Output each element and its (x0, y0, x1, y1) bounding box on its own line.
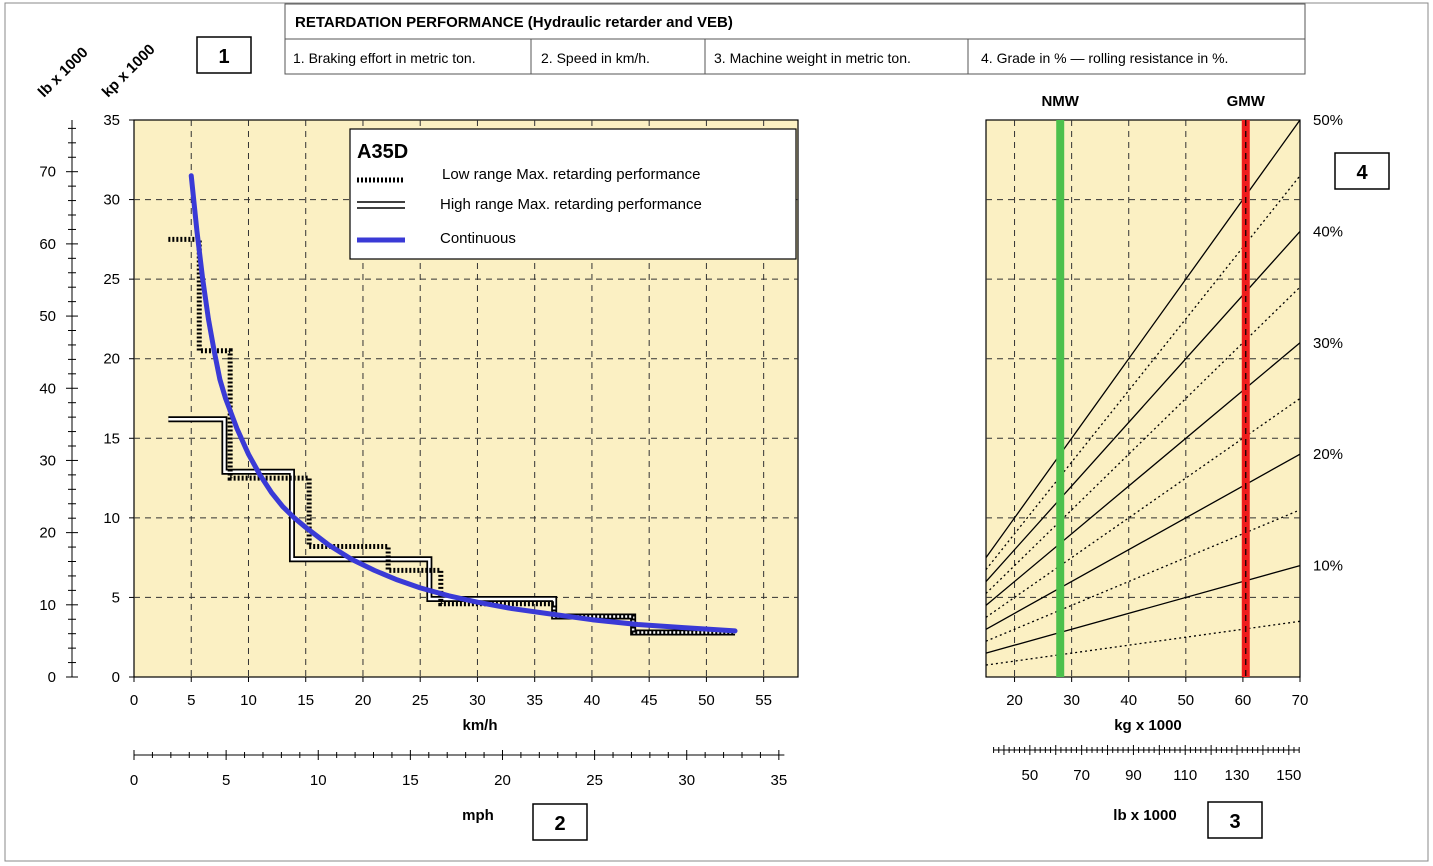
right-x-tick-5: 70 (1292, 692, 1309, 709)
left-x-tick-1: 5 (187, 692, 195, 709)
mph-tick-7: 35 (771, 772, 788, 789)
svg-text:1: 1 (218, 46, 229, 68)
right-x-tick-2: 40 (1120, 692, 1137, 709)
grade-label-50: 50% (1313, 112, 1343, 129)
left-series (168, 173, 738, 636)
right-lb-tick-3: 110 (1173, 767, 1197, 784)
grade-label-10: 10% (1313, 558, 1343, 575)
right-lb-axis: 50 70 90 110 130 150 (993, 745, 1301, 784)
grade-label-40: 40% (1313, 223, 1343, 240)
header-box: RETARDATION PERFORMANCE (Hydraulic retar… (284, 3, 1306, 75)
left-x-tick-4: 20 (355, 692, 372, 709)
lb-axis-tick-4: 40 (39, 380, 56, 397)
left-x-tick-5: 25 (412, 692, 429, 709)
lb-axis-tick-1: 10 (39, 597, 56, 614)
header-title: RETARDATION PERFORMANCE (Hydraulic retar… (295, 14, 733, 31)
left-x-tick-6: 30 (469, 692, 486, 709)
mph-tick-6: 30 (678, 772, 695, 789)
right-lb-label: lb x 1000 (1113, 807, 1176, 824)
lb-axis-tick-7: 70 (39, 164, 56, 181)
lb-axis-tick-2: 20 (39, 525, 56, 542)
right-plot-area (985, 119, 1301, 678)
right-lb-tick-1: 70 (1073, 767, 1090, 784)
left-y-tick-4: 20 (103, 351, 120, 368)
svg-text:3: 3 (1229, 811, 1240, 833)
lb-axis-tick-0: 0 (48, 669, 56, 686)
left-x-ticks: 0 5 10 15 20 25 30 35 40 45 50 55 (130, 677, 772, 709)
header-item-2: 2. Speed in km/h. (541, 50, 650, 66)
legend: A35D Low range Max. retarding performanc… (349, 128, 797, 260)
right-markers: NMW GMW (1041, 93, 1266, 677)
lb-axis-tick-6: 60 (39, 236, 56, 253)
left-y-tick-5: 25 (103, 271, 120, 288)
right-x-tick-1: 30 (1063, 692, 1080, 709)
left-y-tick-1: 5 (112, 589, 120, 606)
legend-title: A35D (357, 141, 408, 163)
lb-axis-tick-5: 50 (39, 308, 56, 325)
left-y-tick-3: 15 (103, 430, 120, 447)
mph-axis: 0 5 10 15 20 25 30 35 (130, 750, 787, 789)
header-item-4: 4. Grade in % — rolling resistance in %. (981, 50, 1228, 66)
mph-tick-5: 25 (586, 772, 603, 789)
series-continuous (188, 173, 738, 634)
legend-label-low: Low range Max. retarding performance (442, 166, 700, 183)
box-1: 1 (196, 36, 252, 74)
box-3: 3 (1207, 801, 1263, 839)
left-x-tick-9: 45 (641, 692, 658, 709)
left-x-tick-3: 15 (297, 692, 314, 709)
header-item-3: 3. Machine weight in metric ton. (714, 50, 911, 66)
marker-label-nmw: NMW (1041, 93, 1079, 110)
right-lb-tick-0: 50 (1022, 767, 1039, 784)
left-grid (134, 120, 798, 677)
right-lb-tick-2: 90 (1125, 767, 1142, 784)
grade-line-15 (985, 509, 1301, 642)
left-x-tick-8: 40 (584, 692, 601, 709)
header-item-1: 1. Braking effort in metric ton. (293, 50, 476, 66)
grade-line-25 (985, 397, 1301, 618)
mph-label: mph (462, 807, 494, 824)
left-x-tick-11: 55 (755, 692, 772, 709)
mph-tick-4: 20 (494, 772, 511, 789)
right-x-tick-4: 60 (1235, 692, 1252, 709)
left-x-tick-7: 35 (526, 692, 543, 709)
left-lb-axis: 0 10 20 30 40 50 60 70 (39, 120, 78, 686)
right-x-tick-0: 20 (1006, 692, 1023, 709)
left-y-ticks: 0 5 10 15 20 25 30 35 (103, 112, 134, 686)
right-x-tick-3: 50 (1177, 692, 1194, 709)
box-2: 2 (532, 803, 588, 841)
right-lb-tick-5: 150 (1276, 767, 1301, 784)
mph-tick-1: 5 (222, 772, 230, 789)
left-x-tick-10: 50 (698, 692, 715, 709)
left-x-tick-2: 10 (240, 692, 257, 709)
right-panel: NMW GMW 20 30 40 50 60 70 10% 20% 30% 40% 50% kg x… (985, 93, 1343, 824)
grade-label-30: 30% (1313, 335, 1343, 352)
left-x-tick-0: 0 (130, 692, 138, 709)
y-axis-kp-label: kp x 1000 (99, 41, 159, 101)
right-lb-tick-4: 130 (1224, 767, 1249, 784)
mph-tick-0: 0 (130, 772, 138, 789)
legend-label-high: High range Max. retarding performance (440, 196, 702, 213)
left-y-tick-2: 10 (103, 510, 120, 527)
left-y-tick-7: 35 (103, 112, 120, 129)
grade-line-45 (985, 175, 1301, 570)
lb-axis-tick-3: 30 (39, 452, 56, 469)
outer-frame (4, 2, 1429, 862)
mph-tick-2: 10 (310, 772, 327, 789)
grade-labels: 10% 20% 30% 40% 50% (1313, 112, 1343, 575)
svg-text:2: 2 (554, 813, 565, 835)
box-4: 4 (1334, 152, 1390, 190)
left-y-tick-0: 0 (112, 669, 120, 686)
y-axis-lb-label: lb x 1000 (35, 44, 92, 101)
svg-text:4: 4 (1356, 162, 1368, 184)
grade-label-20: 20% (1313, 446, 1343, 463)
mph-tick-3: 15 (402, 772, 419, 789)
marker-label-gmw: GMW (1227, 93, 1266, 110)
left-y-tick-6: 30 (103, 192, 120, 209)
right-x-label: kg x 1000 (1114, 717, 1182, 734)
left-x-label: km/h (462, 717, 497, 734)
legend-label-cont: Continuous (440, 230, 516, 247)
right-x-ticks: 20 30 40 50 60 70 (1006, 677, 1308, 709)
